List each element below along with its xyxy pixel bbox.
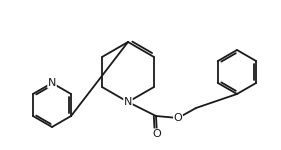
Text: O: O: [174, 113, 182, 123]
Text: N: N: [124, 97, 132, 107]
Text: O: O: [153, 129, 161, 139]
Text: N: N: [48, 78, 56, 88]
